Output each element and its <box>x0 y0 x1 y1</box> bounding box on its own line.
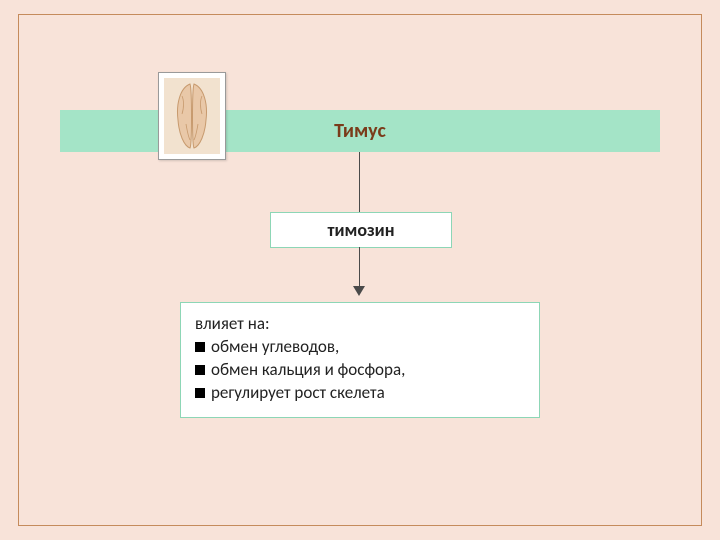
thymus-thumbnail <box>158 72 226 160</box>
arrow-down-icon <box>353 286 365 296</box>
list-item: регулирует рост скелета <box>195 382 525 405</box>
slide-inner-frame <box>18 14 702 526</box>
hormone-label: тимозин <box>327 219 394 241</box>
list-item: обмен кальция и фосфора, <box>195 359 525 382</box>
thymus-icon <box>164 78 220 154</box>
info-box: влияет на: обмен углеводов, обмен кальци… <box>180 302 540 418</box>
bullet-text: регулирует рост скелета <box>211 382 385 405</box>
bullet-icon <box>195 342 205 352</box>
connector-line-1 <box>359 152 360 212</box>
connector-line-2 <box>359 247 360 287</box>
bullet-icon <box>195 365 205 375</box>
title-bar: Тимус <box>60 110 660 152</box>
info-heading: влияет на: <box>195 313 525 334</box>
list-item: обмен углеводов, <box>195 336 525 359</box>
bullet-text: обмен кальция и фосфора, <box>211 359 405 382</box>
hormone-box: тимозин <box>270 212 452 248</box>
bullet-icon <box>195 388 205 398</box>
title-text: Тимус <box>334 119 386 143</box>
slide-canvas: Тимус тимозин влияет на: обмен углеводов… <box>0 0 720 540</box>
bullet-text: обмен углеводов, <box>211 336 339 359</box>
